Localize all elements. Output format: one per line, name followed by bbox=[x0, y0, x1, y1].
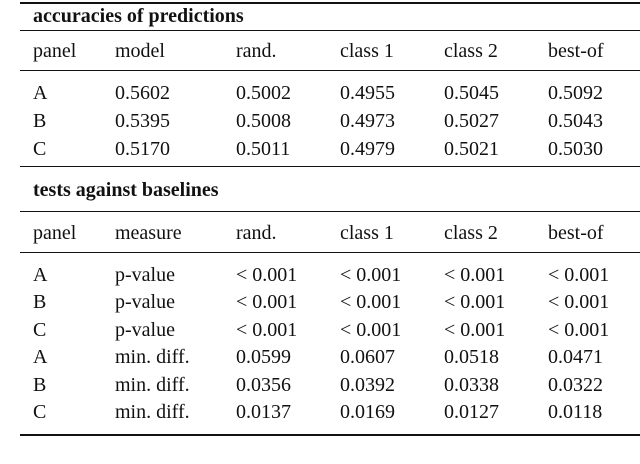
column-header: rand. bbox=[236, 222, 277, 244]
table-rule bbox=[20, 2, 640, 4]
table-cell: < 0.001 bbox=[444, 291, 506, 314]
table-cell: < 0.001 bbox=[236, 264, 298, 286]
table-rule bbox=[20, 30, 640, 31]
table-cell: min. diff. bbox=[115, 373, 190, 396]
table-cell: B bbox=[33, 373, 47, 396]
table-cell: 0.0356 bbox=[236, 373, 291, 396]
table-cell: A bbox=[33, 82, 48, 104]
column-header: panel bbox=[33, 40, 77, 62]
table-cell: 0.0518 bbox=[444, 346, 499, 369]
table-cell: C bbox=[33, 138, 47, 160]
table-rule bbox=[20, 70, 640, 71]
table-cell: 0.5008 bbox=[236, 110, 291, 132]
column-header: class 2 bbox=[444, 222, 498, 244]
table-cell: 0.0471 bbox=[548, 346, 603, 369]
table-cell: < 0.001 bbox=[444, 264, 506, 286]
table-cell: 0.0607 bbox=[340, 346, 395, 369]
table-cell: 0.5030 bbox=[548, 138, 603, 160]
column-header: model bbox=[115, 40, 165, 62]
table-cell: 0.5092 bbox=[548, 82, 603, 104]
column-header: measure bbox=[115, 222, 182, 244]
table-cell: C bbox=[33, 318, 47, 341]
table-cell: C bbox=[33, 401, 47, 423]
table-cell: 0.5011 bbox=[236, 138, 291, 160]
column-header: panel bbox=[33, 222, 77, 244]
table-cell: 0.0338 bbox=[444, 373, 499, 396]
table-cell: 0.5395 bbox=[115, 110, 170, 132]
column-header: best-of bbox=[548, 40, 604, 62]
table-cell: < 0.001 bbox=[340, 264, 402, 286]
table-cell: 0.5027 bbox=[444, 110, 499, 132]
table-cell: min. diff. bbox=[115, 346, 190, 369]
table-cell: 0.0137 bbox=[236, 401, 291, 423]
table-cell: 0.0169 bbox=[340, 401, 395, 423]
table-cell: 0.5021 bbox=[444, 138, 499, 160]
column-header: rand. bbox=[236, 40, 277, 62]
section-title: tests against baselines bbox=[33, 179, 219, 201]
table-cell: p-value bbox=[115, 318, 175, 341]
column-header: class 1 bbox=[340, 40, 394, 62]
table-cell: 0.0322 bbox=[548, 373, 603, 396]
table-cell: 0.0392 bbox=[340, 373, 395, 396]
table-cell: 0.4979 bbox=[340, 138, 395, 160]
table-cell: < 0.001 bbox=[236, 318, 298, 341]
table-cell: < 0.001 bbox=[548, 291, 610, 314]
table-cell: A bbox=[33, 346, 48, 369]
table-cell: < 0.001 bbox=[236, 291, 298, 314]
column-header: class 1 bbox=[340, 222, 394, 244]
table-rule bbox=[20, 252, 640, 253]
table-cell: B bbox=[33, 110, 47, 132]
table-rule bbox=[20, 434, 640, 436]
table-cell: 0.0599 bbox=[236, 346, 291, 369]
table-cell: < 0.001 bbox=[548, 318, 610, 341]
table-cell: 0.4955 bbox=[340, 82, 395, 104]
table-cell: p-value bbox=[115, 291, 175, 314]
table-cell: < 0.001 bbox=[444, 318, 506, 341]
table-cell: 0.5602 bbox=[115, 82, 170, 104]
column-header: class 2 bbox=[444, 40, 498, 62]
table-cell: 0.5170 bbox=[115, 138, 170, 160]
table-cell: < 0.001 bbox=[340, 291, 402, 314]
table-cell: < 0.001 bbox=[548, 264, 610, 286]
table-cell: min. diff. bbox=[115, 401, 190, 423]
table-cell: 0.5045 bbox=[444, 82, 499, 104]
section-title: accuracies of predictions bbox=[33, 5, 244, 27]
table-cell: 0.0118 bbox=[548, 401, 603, 423]
table-rule bbox=[20, 166, 640, 167]
table-cell: B bbox=[33, 291, 47, 314]
column-header: best-of bbox=[548, 222, 604, 244]
table-cell: A bbox=[33, 264, 48, 286]
table-rule bbox=[20, 211, 640, 212]
table-cell: 0.4973 bbox=[340, 110, 395, 132]
table-cell: 0.5043 bbox=[548, 110, 603, 132]
table-cell: p-value bbox=[115, 264, 175, 286]
table-cell: < 0.001 bbox=[340, 318, 402, 341]
table-cell: 0.5002 bbox=[236, 82, 291, 104]
table-cell: 0.0127 bbox=[444, 401, 499, 423]
